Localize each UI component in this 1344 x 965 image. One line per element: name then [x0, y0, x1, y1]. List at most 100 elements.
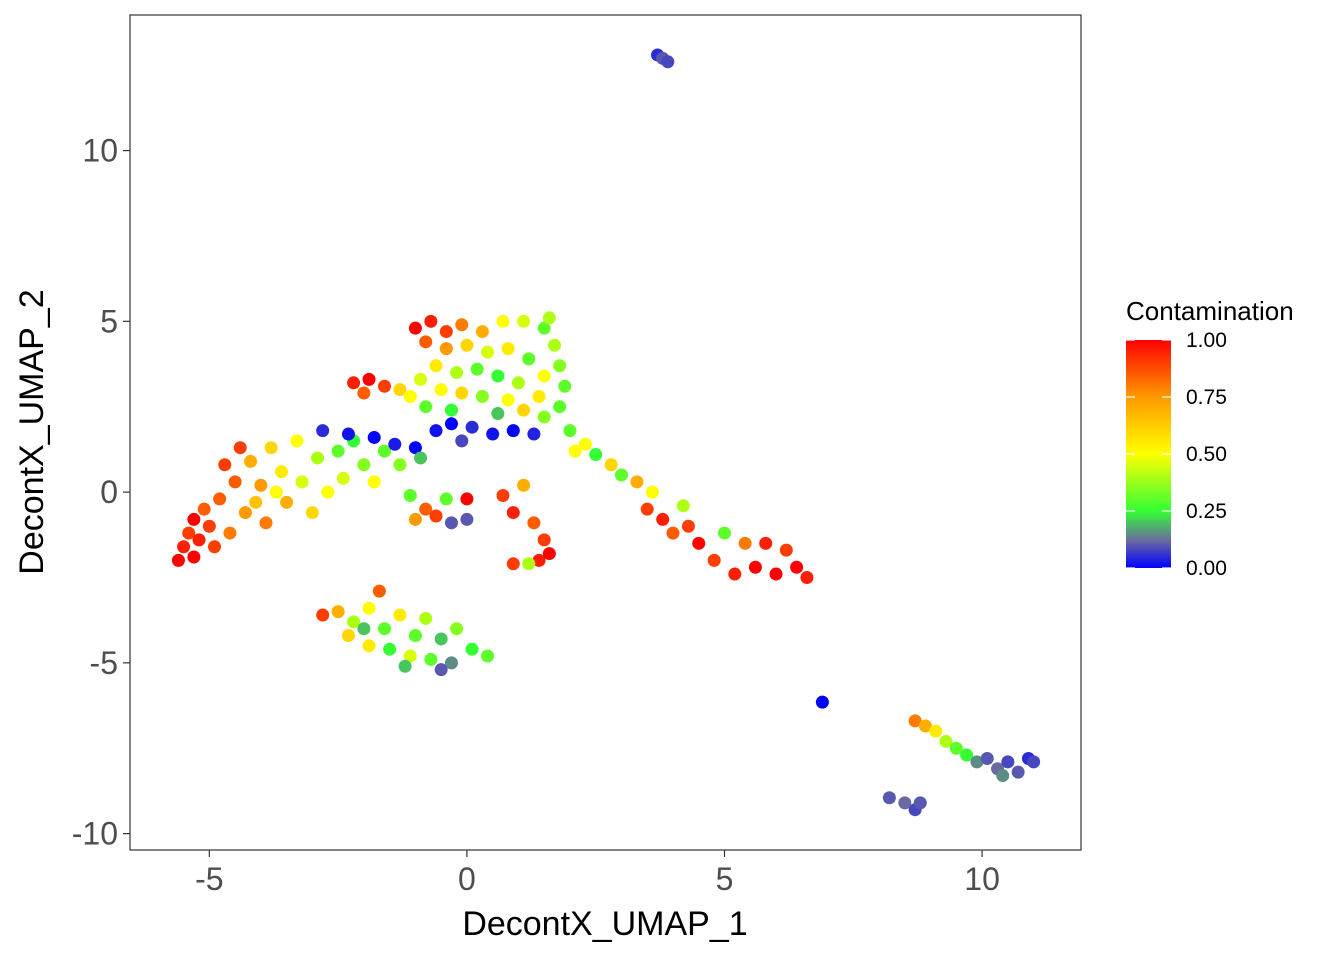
data-point — [419, 502, 433, 516]
data-point — [357, 386, 371, 400]
data-point — [604, 458, 618, 472]
data-point — [656, 512, 670, 526]
data-point — [388, 437, 402, 451]
data-point — [707, 553, 721, 567]
data-point — [681, 519, 695, 533]
data-point — [692, 536, 706, 550]
data-point — [542, 547, 556, 561]
data-point — [444, 403, 458, 417]
data-point — [377, 622, 391, 636]
data-point — [496, 314, 510, 328]
data-point — [192, 533, 206, 547]
data-point — [949, 741, 963, 755]
data-point — [918, 719, 932, 733]
data-point — [718, 526, 732, 540]
data-point — [676, 499, 690, 513]
data-point — [362, 639, 376, 653]
data-point — [290, 434, 304, 448]
data-point — [377, 379, 391, 393]
data-point — [393, 383, 407, 397]
legend-title: Contamination — [1126, 296, 1294, 326]
data-point — [532, 389, 546, 403]
data-point — [228, 475, 242, 489]
y-tick-label: -10 — [72, 816, 118, 852]
data-point — [506, 506, 520, 520]
data-point — [408, 512, 422, 526]
colorbar-tick-label: 0.00 — [1186, 557, 1227, 580]
data-point — [501, 342, 515, 356]
data-point — [553, 359, 567, 373]
axes: -5 0 5 10 -10 -5 0 5 10 — [72, 133, 1000, 897]
x-axis-title: DecontX_UMAP_1 — [462, 905, 747, 943]
data-point — [779, 543, 793, 557]
colorbar-tick-label: 1.00 — [1186, 329, 1227, 352]
data-point — [517, 403, 531, 417]
data-point — [506, 557, 520, 571]
data-point — [980, 751, 994, 765]
data-point — [393, 608, 407, 622]
data-point — [475, 389, 489, 403]
data-point — [357, 622, 371, 636]
data-point — [815, 695, 829, 709]
data-point — [563, 424, 577, 438]
color-legend: Contamination 0.00 0.25 0.50 0.75 1.00 — [1126, 296, 1294, 580]
data-point — [661, 55, 675, 69]
data-point — [898, 796, 912, 810]
data-point — [475, 325, 489, 339]
data-point — [403, 389, 417, 403]
data-point — [336, 471, 350, 485]
data-point — [578, 437, 592, 451]
data-point — [362, 372, 376, 386]
data-point — [269, 485, 283, 499]
data-point — [429, 509, 443, 523]
data-point — [429, 424, 443, 438]
data-point — [434, 632, 448, 646]
data-point — [439, 325, 453, 339]
y-tick-label: -5 — [90, 645, 118, 681]
data-point — [367, 430, 381, 444]
data-point — [197, 502, 211, 516]
data-point — [408, 629, 422, 643]
data-point — [408, 441, 422, 455]
data-point — [589, 448, 603, 462]
data-point — [481, 649, 495, 663]
data-point — [341, 629, 355, 643]
data-point — [486, 427, 500, 441]
data-point — [223, 526, 237, 540]
data-point — [305, 506, 319, 520]
data-point — [537, 369, 551, 383]
data-point — [414, 372, 428, 386]
data-point — [522, 557, 536, 571]
data-point — [311, 451, 325, 465]
data-point — [470, 362, 484, 376]
data-point — [908, 714, 922, 728]
data-point — [645, 485, 659, 499]
data-point — [316, 424, 330, 438]
data-point — [511, 376, 525, 390]
data-point — [280, 495, 294, 509]
data-point — [568, 444, 582, 458]
data-point — [434, 663, 448, 677]
data-point — [444, 656, 458, 670]
data-point — [238, 506, 252, 520]
data-point — [501, 393, 515, 407]
data-point — [383, 642, 397, 656]
data-point — [264, 441, 278, 455]
x-tick-label: 10 — [964, 861, 1000, 897]
data-point — [424, 314, 438, 328]
colorbar-tick-label: 0.25 — [1186, 500, 1227, 523]
data-point — [532, 553, 546, 567]
data-point — [738, 536, 752, 550]
data-point — [547, 338, 561, 352]
data-point — [759, 536, 773, 550]
data-point — [331, 605, 345, 619]
data-point — [187, 512, 201, 526]
data-point — [465, 420, 479, 434]
data-point — [444, 516, 458, 530]
data-point — [439, 342, 453, 356]
data-point — [450, 622, 464, 636]
data-point — [460, 492, 474, 506]
data-point — [506, 424, 520, 438]
data-point — [614, 468, 628, 482]
